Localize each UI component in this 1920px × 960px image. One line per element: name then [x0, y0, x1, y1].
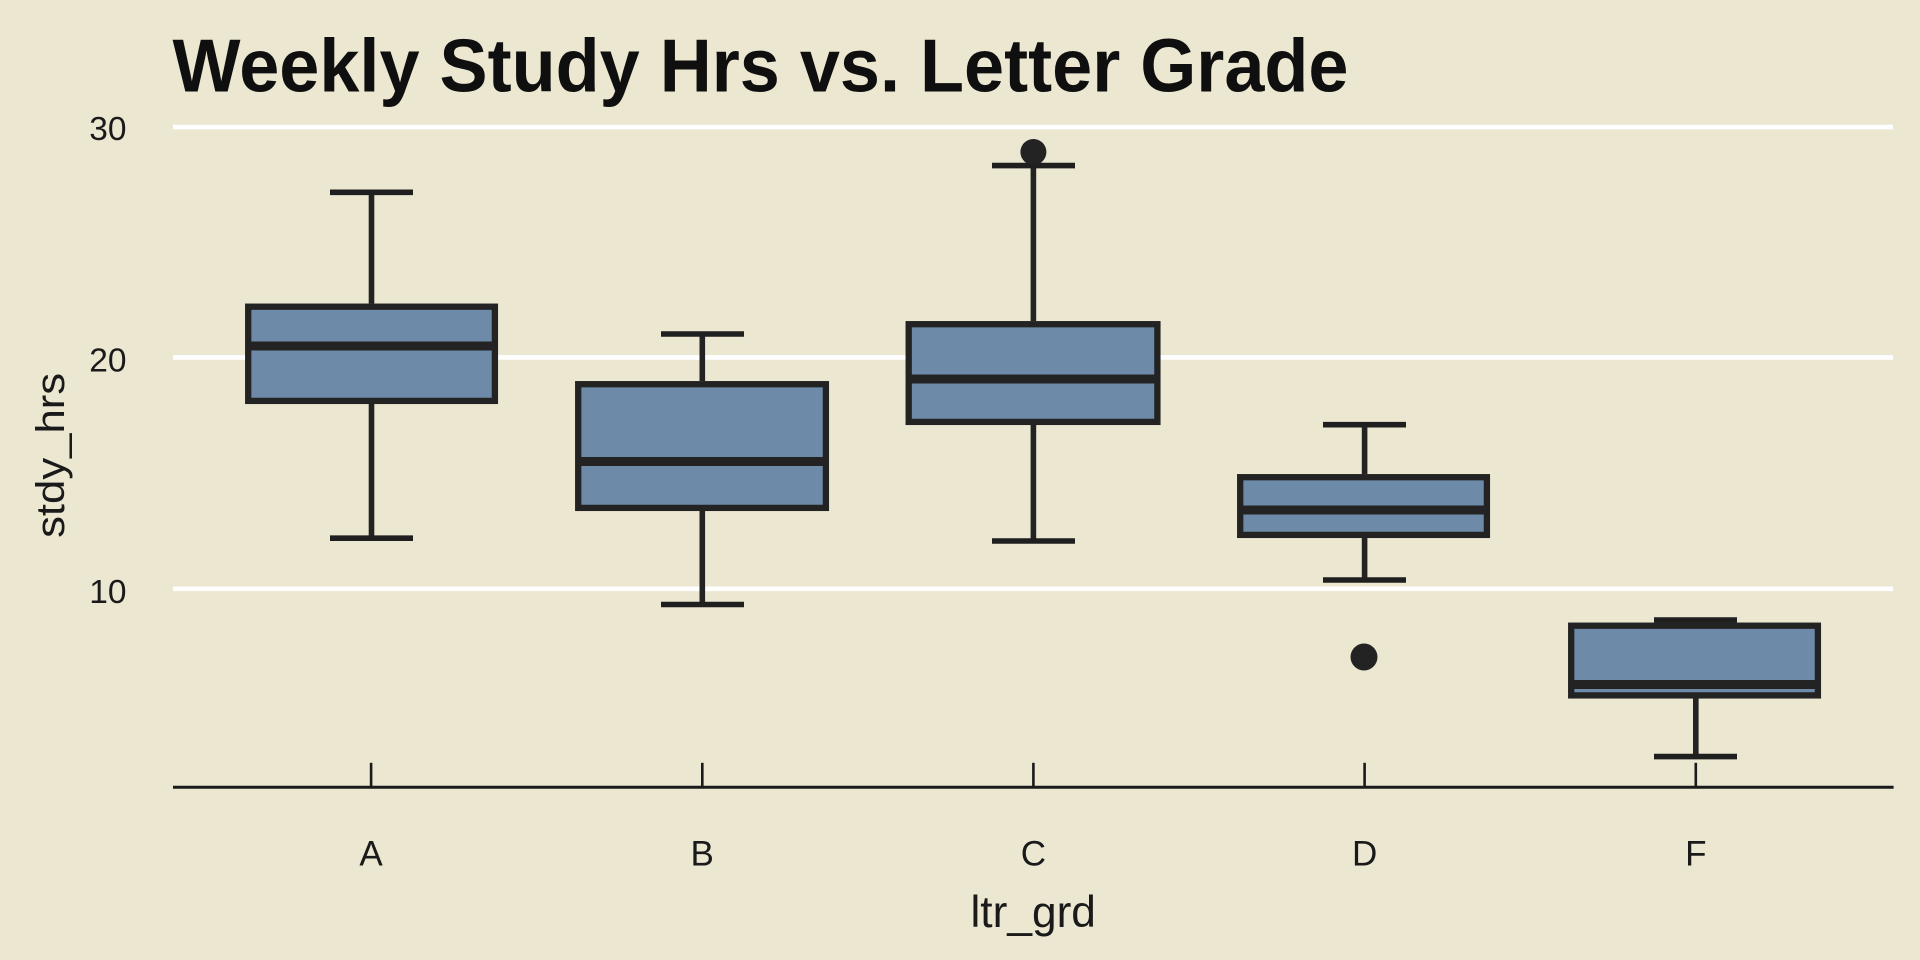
- svg-text:10: 10: [89, 574, 126, 611]
- svg-text:B: B: [691, 834, 714, 873]
- svg-text:Weekly Study Hrs vs. Letter Gr: Weekly Study Hrs vs. Letter Grade: [173, 23, 1349, 107]
- svg-text:F: F: [1685, 834, 1706, 873]
- svg-text:ltr_grd: ltr_grd: [970, 888, 1096, 937]
- svg-text:stdy_hrs: stdy_hrs: [29, 373, 73, 538]
- svg-text:D: D: [1352, 834, 1377, 873]
- svg-text:30: 30: [89, 111, 126, 148]
- svg-text:20: 20: [89, 343, 126, 380]
- svg-text:A: A: [359, 834, 383, 873]
- svg-text:C: C: [1021, 834, 1046, 873]
